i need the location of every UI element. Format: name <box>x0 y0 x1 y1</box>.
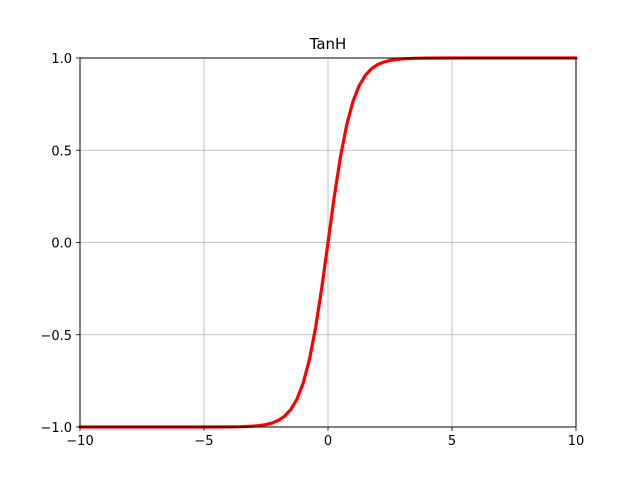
y-tick-label: 1.0 <box>51 52 72 67</box>
tanh-series-line <box>78 56 578 429</box>
y-tick-label: −1.0 <box>40 421 72 436</box>
x-tick-label: −5 <box>194 434 213 449</box>
y-tick-label: −0.5 <box>40 329 72 344</box>
x-tick-label: 10 <box>568 434 585 449</box>
y-tick-label: 0.5 <box>51 144 72 159</box>
x-tick-label: 0 <box>324 434 332 449</box>
x-axis: −10 −5 0 5 10 <box>66 427 584 449</box>
x-tick-label: −10 <box>66 434 93 449</box>
y-axis: −1.0 −0.5 0.0 0.5 1.0 <box>40 52 80 436</box>
series-layer <box>78 56 578 429</box>
x-tick-label: 5 <box>448 434 456 449</box>
y-tick-label: 0.0 <box>51 237 72 252</box>
chart-title: TanH <box>309 35 347 53</box>
